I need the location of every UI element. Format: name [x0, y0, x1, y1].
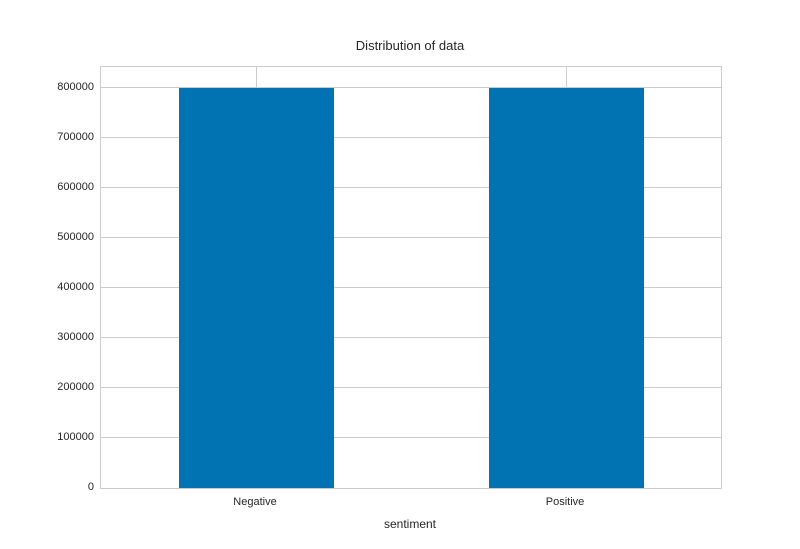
- horizontal-gridline: [101, 137, 721, 138]
- horizontal-gridline: [101, 437, 721, 438]
- horizontal-gridline: [101, 337, 721, 338]
- chart-title: Distribution of data: [355, 38, 465, 53]
- y-tick-label: 500000: [57, 231, 94, 243]
- bar-positive: [488, 88, 644, 488]
- horizontal-gridline: [101, 387, 721, 388]
- y-tick-label: 300000: [57, 331, 94, 343]
- y-tick-label: 200000: [57, 381, 94, 393]
- x-tick-label: Positive: [545, 496, 585, 508]
- y-tick-label: 800000: [57, 81, 94, 93]
- bar-negative: [178, 88, 334, 488]
- x-tick-label: Negative: [233, 496, 277, 508]
- y-tick-label: 0: [87, 481, 94, 493]
- y-tick-label: 400000: [57, 281, 94, 293]
- x-axis-label: sentiment: [383, 517, 437, 531]
- y-tick-label: 700000: [57, 131, 94, 143]
- horizontal-gridline: [101, 237, 721, 238]
- horizontal-gridline: [101, 287, 721, 288]
- horizontal-gridline: [101, 87, 721, 88]
- y-tick-label: 100000: [57, 431, 94, 443]
- horizontal-gridline: [101, 187, 721, 188]
- plot-area: [100, 66, 722, 489]
- y-tick-label: 600000: [57, 181, 94, 193]
